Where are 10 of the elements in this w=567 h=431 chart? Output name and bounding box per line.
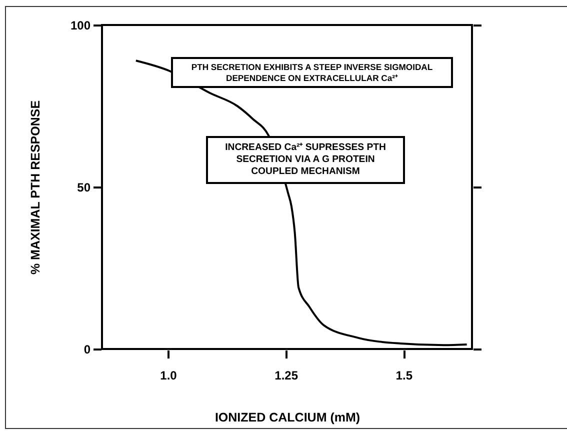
note-box: PTH SECRETION EXHIBITS A STEEP INVERSE SIGMOIDAL DEPENDENCE ON EXTRACELLULAR Ca²⁺ xyxy=(171,57,453,88)
x-tick-label: 1.25 xyxy=(274,368,298,382)
y-tick-label: 0 xyxy=(84,342,91,356)
y-tick-label: 100 xyxy=(70,18,91,32)
y-tick-label: 50 xyxy=(77,180,91,194)
note-box: INCREASED Ca²⁺ SUPRESSES PTH SECRETION VIA A G PROTEIN COUPLED MECHANISM xyxy=(206,136,405,184)
x-tick-label: 1.0 xyxy=(160,368,178,382)
x-tick-label: 1.5 xyxy=(396,368,413,382)
x-axis-title: IONIZED CALCIUM (mM) xyxy=(214,410,360,424)
y-axis-title: % MAXIMAL PTH RESPONSE xyxy=(28,100,42,275)
